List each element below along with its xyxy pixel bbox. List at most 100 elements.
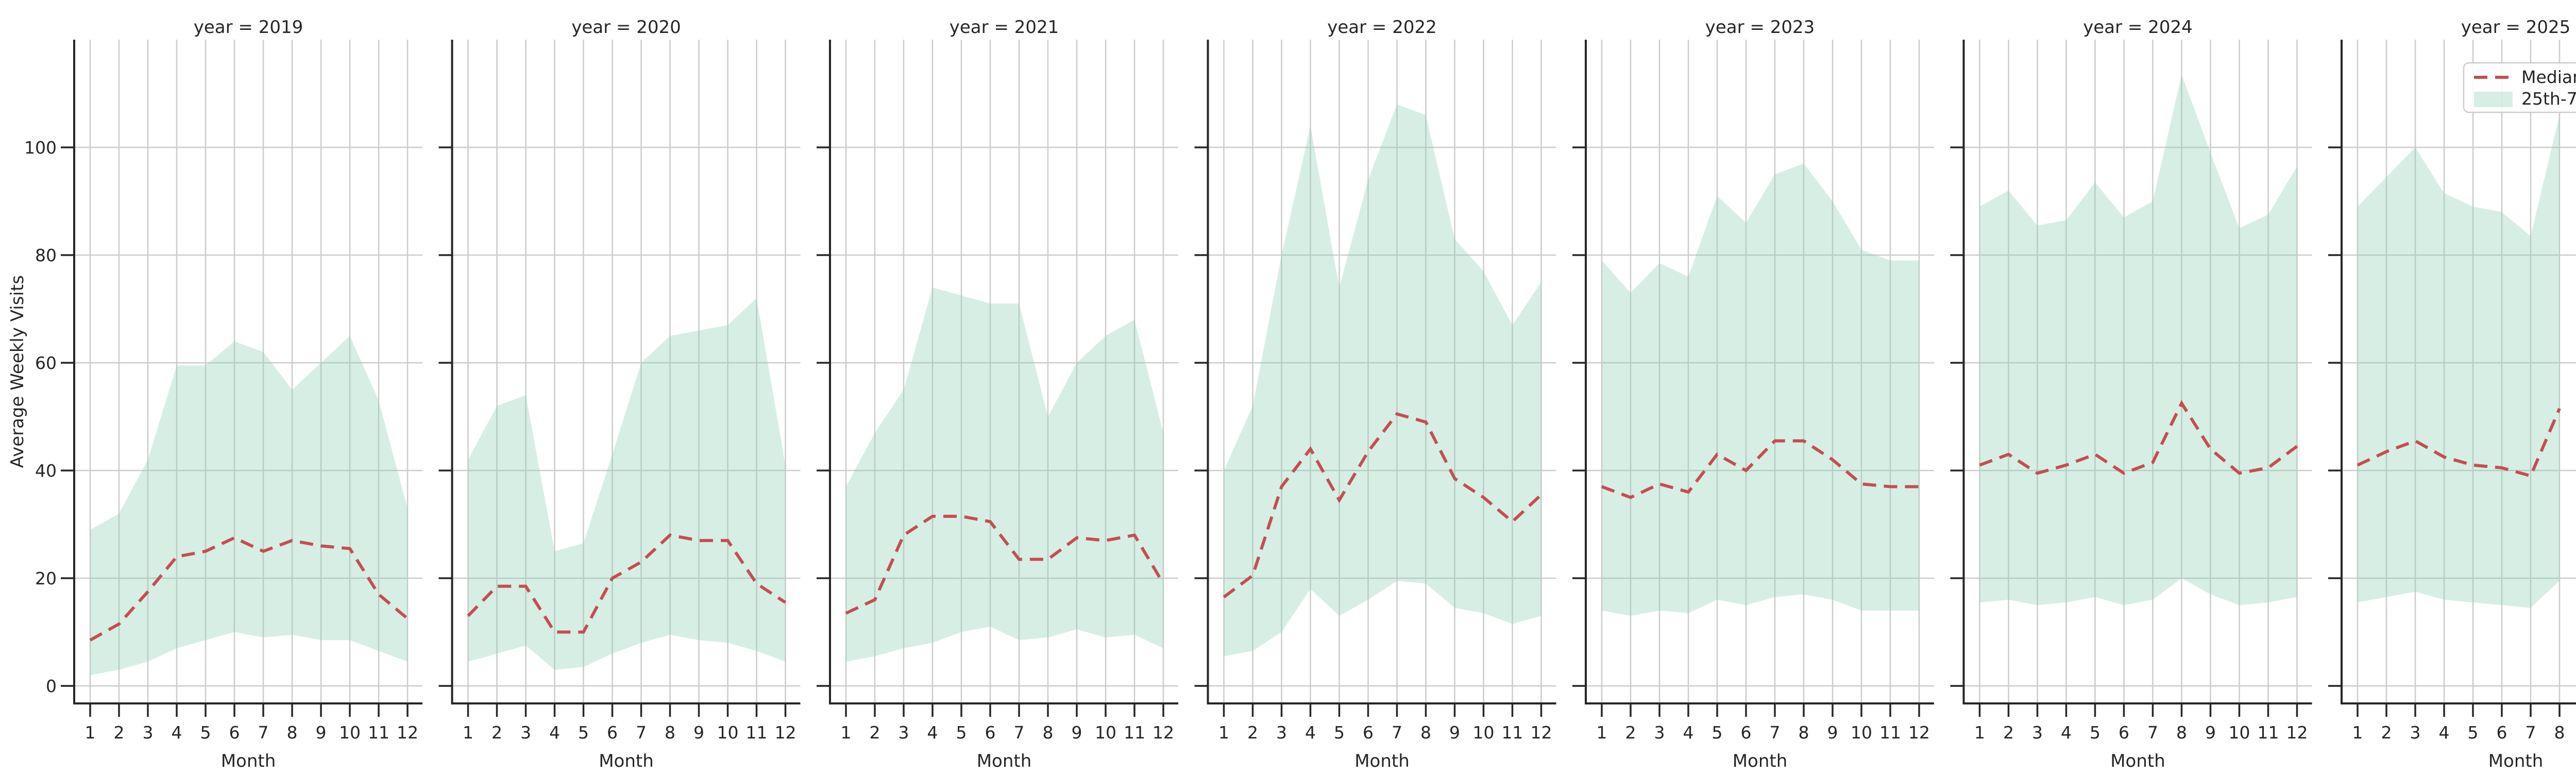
x-tick-label-4: 4 — [2439, 722, 2450, 743]
x-tick-label-1: 1 — [2352, 722, 2363, 743]
x-tick-label-1: 1 — [1974, 722, 1985, 743]
x-tick-label-3: 3 — [520, 722, 531, 743]
y-tick-label-100: 100 — [24, 138, 57, 158]
x-tick-label-3: 3 — [1276, 722, 1287, 743]
x-tick-label-6: 6 — [229, 722, 240, 743]
grid-2023 — [1586, 40, 1934, 703]
x-tick-label-4: 4 — [2061, 722, 2072, 743]
x-tick-label-7: 7 — [258, 722, 269, 743]
x-tick-label-8: 8 — [1043, 722, 1054, 743]
x-tick-label-10: 10 — [1473, 722, 1495, 743]
facet-title-2024: year = 2024 — [2083, 17, 2192, 38]
x-tick-label-6: 6 — [1741, 722, 1752, 743]
x-tick-label-7: 7 — [2526, 722, 2536, 743]
x-tick-label-10: 10 — [339, 722, 361, 743]
x-tick-label-2: 2 — [1247, 722, 1258, 743]
median-line-2020 — [467, 533, 787, 634]
x-tick-label-9: 9 — [1449, 722, 1460, 743]
x-axis-label-2025: Month — [2488, 751, 2544, 771]
x-tick-label-11: 11 — [368, 722, 389, 743]
x-tick-label-12: 12 — [2286, 722, 2308, 743]
x-tick-label-5: 5 — [1712, 722, 1723, 743]
y-tick-label-40: 40 — [35, 461, 57, 481]
x-tick-label-11: 11 — [1502, 722, 1523, 743]
grid-2025 — [2342, 40, 2576, 703]
x-tick-label-5: 5 — [1334, 722, 1345, 743]
x-tick-label-10: 10 — [1095, 722, 1116, 743]
facet-title-2021: year = 2021 — [950, 17, 1059, 38]
x-tick-label-9: 9 — [1827, 722, 1838, 743]
x-tick-label-4: 4 — [1683, 722, 1694, 743]
x-tick-label-6: 6 — [1363, 722, 1374, 743]
median-line-2025 — [2357, 408, 2561, 478]
x-tick-label-4: 4 — [549, 722, 560, 743]
y-tick-label-60: 60 — [35, 353, 57, 373]
iqr-band-2021 — [846, 287, 1163, 662]
legend-label-median: Median — [2521, 67, 2576, 87]
x-tick-label-11: 11 — [1124, 722, 1145, 743]
x-tick-label-1: 1 — [463, 722, 473, 743]
x-tick-label-7: 7 — [1392, 722, 1402, 743]
x-tick-label-2: 2 — [870, 722, 880, 743]
x-tick-label-5: 5 — [2468, 722, 2479, 743]
x-tick-label-3: 3 — [2032, 722, 2043, 743]
x-tick-label-5: 5 — [200, 722, 211, 743]
x-tick-label-6: 6 — [2497, 722, 2507, 743]
x-tick-label-7: 7 — [636, 722, 647, 743]
grid-2021 — [830, 40, 1178, 703]
x-tick-label-5: 5 — [2090, 722, 2100, 743]
iqr-band-2022 — [1224, 104, 1541, 657]
median-line-2021 — [845, 514, 1165, 615]
iqr-band-2024 — [1979, 74, 2297, 606]
x-tick-label-12: 12 — [1153, 722, 1174, 743]
x-tick-label-12: 12 — [1908, 722, 1930, 743]
grid-2022 — [1208, 40, 1556, 703]
x-tick-label-2: 2 — [2381, 722, 2392, 743]
x-axis-label-2020: Month — [599, 751, 654, 771]
facet-title-2025: year = 2025 — [2461, 17, 2570, 38]
median-line-2019 — [89, 536, 409, 642]
legend-label-percentile: 25th-75th Percentile — [2521, 89, 2576, 109]
x-tick-label-1: 1 — [85, 722, 96, 743]
iqr-band-2023 — [1602, 163, 1919, 616]
x-axis-label-2023: Month — [1733, 751, 1788, 771]
iqr-band-2019 — [90, 335, 408, 676]
x-tick-label-12: 12 — [1531, 722, 1552, 743]
legend-band-patch-sample — [2474, 92, 2513, 107]
x-tick-label-6: 6 — [2119, 722, 2129, 743]
x-tick-label-9: 9 — [693, 722, 704, 743]
x-tick-label-8: 8 — [287, 722, 298, 743]
x-tick-label-2: 2 — [1625, 722, 1636, 743]
median-line-2023 — [1601, 439, 1919, 499]
x-tick-label-6: 6 — [607, 722, 618, 743]
x-tick-label-7: 7 — [2147, 722, 2158, 743]
iqr-band-2020 — [468, 298, 786, 670]
x-tick-label-7: 7 — [1770, 722, 1781, 743]
x-tick-label-1: 1 — [841, 722, 852, 743]
x-tick-label-10: 10 — [717, 722, 739, 743]
x-tick-label-9: 9 — [1072, 722, 1082, 743]
x-tick-label-11: 11 — [1879, 722, 1901, 743]
x-tick-label-8: 8 — [665, 722, 675, 743]
x-tick-label-3: 3 — [899, 722, 909, 743]
x-tick-label-3: 3 — [143, 722, 154, 743]
x-tick-label-2: 2 — [492, 722, 502, 743]
x-axis-label-2019: Month — [221, 751, 276, 771]
y-tick-label-80: 80 — [35, 245, 57, 265]
grid-2020 — [452, 40, 801, 703]
facet-title-2019: year = 2019 — [194, 17, 303, 38]
x-tick-label-11: 11 — [746, 722, 768, 743]
legend-box — [2463, 62, 2576, 113]
x-axis-label-2024: Month — [2110, 751, 2165, 771]
x-tick-label-12: 12 — [397, 722, 418, 743]
x-tick-label-4: 4 — [172, 722, 182, 743]
grid-2024 — [1963, 40, 2312, 703]
x-tick-label-3: 3 — [1654, 722, 1665, 743]
x-tick-label-12: 12 — [775, 722, 796, 743]
x-tick-label-2: 2 — [2003, 722, 2014, 743]
